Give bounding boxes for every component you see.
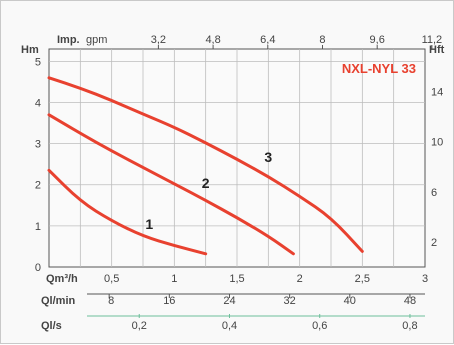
top-tick-label: 9,6 — [370, 34, 385, 46]
top-tick-label: 3,2 — [151, 34, 166, 46]
lmin-tick-label: 32 — [284, 295, 296, 307]
left-tick-label: 2 — [35, 180, 41, 192]
ls-tick-label: 0,2 — [132, 320, 147, 332]
lmin-tick-label: 24 — [223, 295, 235, 307]
top-axis-label: Imp. — [57, 34, 80, 46]
curve-3 — [47, 76, 364, 253]
lmin-tick-label: 48 — [404, 295, 416, 307]
top-tick-label: 6,4 — [260, 34, 275, 46]
curve-1 — [47, 168, 208, 256]
bottom-axis-label-lmin: Ql/min — [41, 295, 76, 307]
m3h-tick-label: 3 — [422, 273, 428, 285]
top-tick-label: 8 — [319, 34, 325, 46]
top-axis-unit: gpm — [86, 34, 107, 46]
m3h-tick-label: 1,5 — [229, 273, 244, 285]
tick-labels: 0 1 2 3 4 5 2 6 10 14 3,2 4,8 6,4 8 9,6 11,2 0,5 1 1,5 2 2,5… — [35, 34, 443, 332]
chart-title: NXL-NYL 33 — [342, 61, 416, 76]
m3h-tick-label: 0,5 — [104, 273, 119, 285]
left-tick-label: 3 — [35, 139, 41, 151]
curve-label-3: 3 — [264, 149, 272, 165]
lmin-tick-label: 16 — [163, 295, 175, 307]
curve-label-1: 1 — [145, 216, 153, 232]
left-tick-label: 4 — [35, 97, 41, 109]
lmin-tick-label: 8 — [108, 295, 114, 307]
left-tick-label: 5 — [35, 56, 41, 68]
m3h-tick-label: 1 — [171, 273, 177, 285]
top-tick-label: 4,8 — [205, 34, 220, 46]
right-tick-label: 2 — [431, 237, 437, 249]
right-tick-label: 6 — [431, 187, 437, 199]
left-tick-label: 1 — [35, 221, 41, 233]
ls-tick-label: 0,8 — [402, 320, 417, 332]
left-axis-label: Hm — [21, 44, 39, 56]
curve-label-2: 2 — [202, 175, 210, 191]
grid — [49, 49, 425, 267]
ls-tick-label: 0,6 — [312, 320, 327, 332]
right-tick-label: 14 — [431, 86, 443, 98]
m3h-tick-label: 2,5 — [355, 273, 370, 285]
bottom-axis-label-m3h: Qm³/h — [46, 273, 78, 285]
ls-tick-label: 0,4 — [222, 320, 237, 332]
bottom-axis-label-ls: Ql/s — [41, 320, 62, 332]
right-axis-label: Hft — [429, 44, 445, 56]
top-tick-label: 11,2 — [422, 34, 443, 46]
curves: 1 2 3 — [47, 76, 364, 256]
curve-2 — [47, 113, 295, 256]
m3h-tick-label: 2 — [297, 273, 303, 285]
lmin-tick-label: 40 — [344, 295, 356, 307]
left-tick-label: 0 — [35, 262, 41, 274]
right-tick-label: 10 — [431, 137, 443, 149]
